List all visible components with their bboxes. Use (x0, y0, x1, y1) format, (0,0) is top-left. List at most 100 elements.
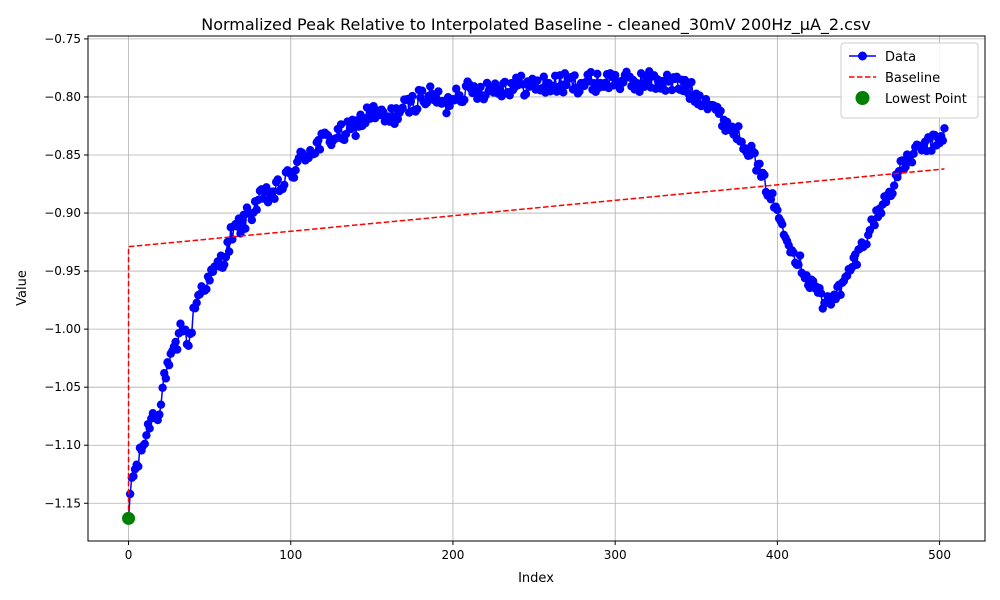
data-point (452, 84, 461, 93)
y-tick-label: −1.05 (44, 380, 81, 394)
data-point (161, 374, 171, 383)
data-point (533, 76, 542, 85)
data-point (315, 145, 325, 154)
data-point (562, 80, 571, 90)
y-tick-label: −1.00 (44, 322, 81, 336)
y-tick-label: −0.85 (44, 148, 81, 162)
data-point (434, 87, 443, 96)
y-tick-label: −1.15 (44, 496, 81, 510)
data-point (816, 289, 826, 298)
data-point (224, 247, 234, 256)
data-point (205, 276, 214, 285)
data-point (171, 337, 180, 347)
data-point (155, 410, 164, 419)
data-point (187, 328, 197, 338)
data-point (220, 260, 229, 269)
data-point (881, 197, 891, 207)
data-point (575, 87, 584, 96)
data-point (314, 136, 323, 145)
data-point (291, 166, 300, 175)
x-tick-label: 200 (442, 548, 465, 562)
data-point (270, 194, 279, 203)
y-tick-label: −0.95 (44, 264, 81, 278)
data-point (661, 86, 670, 95)
data-point (289, 173, 299, 182)
data-point (134, 462, 143, 471)
chart-title: Normalized Peak Relative to Interpolated… (201, 15, 871, 35)
data-point (173, 345, 182, 354)
data-point (237, 217, 247, 226)
data-point (268, 187, 278, 196)
data-point (142, 431, 151, 440)
axes-frame (87, 35, 986, 542)
x-tick-label: 500 (928, 548, 951, 562)
legend: Data Baseline Lowest Point (840, 42, 979, 119)
data-point (907, 158, 917, 167)
data-point (667, 85, 677, 95)
data-point (129, 472, 138, 481)
data-point (778, 220, 787, 229)
data-point (241, 224, 250, 233)
data-point (870, 220, 879, 230)
legend-box (840, 42, 979, 119)
data-point (593, 69, 602, 79)
data-point (789, 248, 798, 257)
y-tick-label: −0.80 (44, 90, 81, 104)
data-point (408, 91, 417, 101)
x-axis-label: Index (518, 571, 554, 586)
data-point (570, 71, 579, 80)
x-tick-label: 0 (125, 548, 133, 562)
y-tick-label: −0.75 (44, 32, 81, 46)
data-point (559, 88, 568, 97)
data-point (836, 290, 845, 300)
data-point (768, 189, 777, 198)
baseline-line (127, 168, 945, 519)
data-point (247, 215, 257, 225)
data-point (734, 122, 743, 131)
data-point (687, 77, 696, 87)
data-point (140, 439, 149, 449)
data-point (442, 108, 451, 118)
x-tick-label: 300 (604, 548, 627, 562)
data-point (252, 205, 261, 214)
lowest-point-marker (122, 511, 136, 525)
data-point (901, 162, 910, 172)
data-point (898, 156, 907, 165)
data-point (192, 298, 201, 307)
y-tick-label: −0.90 (44, 206, 81, 220)
data-point (417, 86, 427, 95)
data-point (737, 137, 746, 147)
x-tick-label: 400 (766, 548, 789, 562)
data-point (695, 91, 704, 100)
x-tick-label: 100 (279, 548, 302, 562)
data-point (586, 68, 596, 77)
legend-data-marker (858, 51, 867, 61)
y-axis-label: Value (15, 270, 30, 306)
data-point (362, 103, 372, 112)
legend-lowest-label: Lowest Point (885, 92, 967, 107)
data-point (852, 260, 862, 269)
data-point (460, 95, 469, 105)
data-point (426, 82, 435, 91)
data-point (184, 341, 193, 351)
data-point (176, 319, 185, 328)
data-point (521, 89, 531, 99)
data-point (938, 136, 948, 145)
data-point (539, 72, 548, 81)
data-point (794, 260, 803, 269)
data-point (610, 70, 620, 80)
data-point (273, 175, 282, 184)
y-axis: −1.15 −1.10 −1.05 −1.00 −0.95 −0.90 −0.85 −0.80… (44, 32, 88, 510)
data-point (158, 383, 167, 392)
data-point (422, 98, 432, 107)
legend-lowest-marker (855, 91, 870, 105)
data-point (619, 78, 628, 87)
data-point (280, 180, 289, 190)
x-axis: 0 100 200 300 400 500 (125, 541, 951, 562)
data-point (202, 285, 211, 294)
data-point (125, 489, 135, 499)
data-point (469, 82, 479, 91)
data-point (940, 124, 949, 133)
data-point (876, 209, 886, 218)
